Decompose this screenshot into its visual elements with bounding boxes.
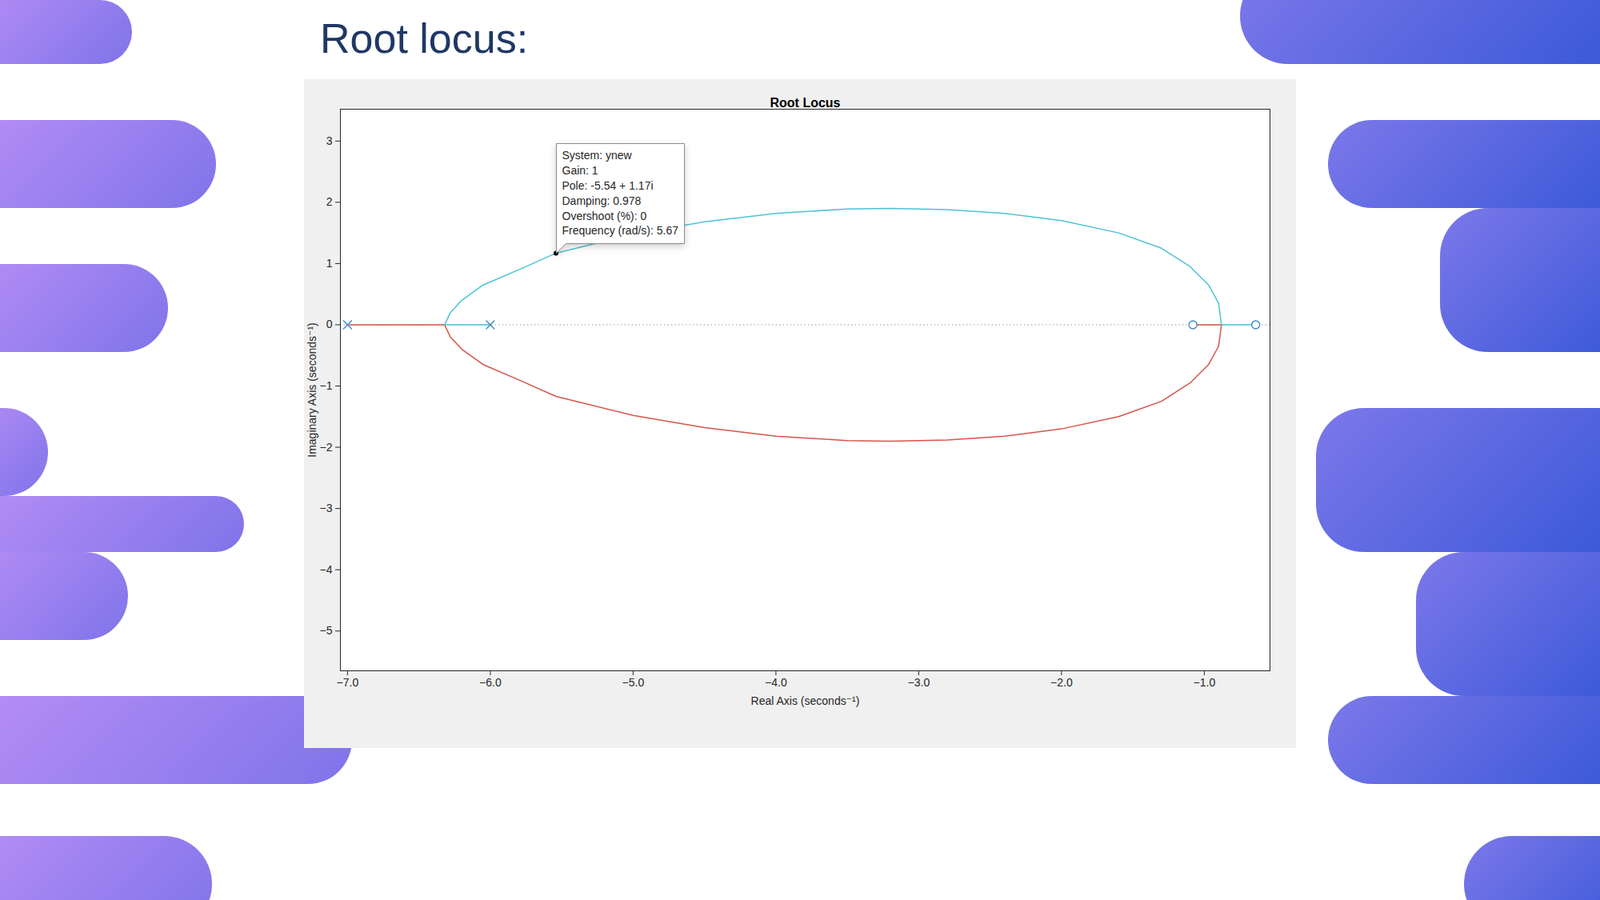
svg-text:Imaginary Axis (seconds⁻¹): Imaginary Axis (seconds⁻¹) — [305, 322, 319, 457]
svg-text:−4.0: −4.0 — [764, 676, 788, 689]
svg-text:−2: −2 — [320, 440, 333, 454]
svg-text:1: 1 — [326, 256, 333, 270]
svg-text:Root Locus: Root Locus — [770, 96, 841, 110]
svg-text:​System: ynew​Gain: 1​Pole: -5: ​System: ynew​Gain: 1​Pole: -5.54 + 1.17… — [562, 148, 680, 238]
svg-text:−7.0: −7.0 — [336, 676, 360, 689]
svg-text:−2.0: −2.0 — [1050, 676, 1073, 689]
svg-text:−4: −4 — [320, 563, 333, 576]
svg-text:−3: −3 — [320, 501, 333, 515]
svg-text:−5.0: −5.0 — [622, 676, 645, 689]
svg-text:3: 3 — [326, 134, 333, 148]
svg-text:0: 0 — [326, 317, 333, 331]
svg-text:−6.0: −6.0 — [479, 676, 502, 689]
svg-text:−3.0: −3.0 — [908, 676, 931, 689]
svg-text:−1.0: −1.0 — [1193, 676, 1216, 689]
svg-text:2: 2 — [326, 195, 333, 208]
html-text:Root locus:: Root locus: — [320, 15, 529, 62]
svg-text:Real Axis (seconds⁻¹): Real Axis (seconds⁻¹) — [751, 694, 860, 708]
svg-text:−1: −1 — [320, 379, 333, 392]
svg-text:−5: −5 — [320, 624, 333, 637]
